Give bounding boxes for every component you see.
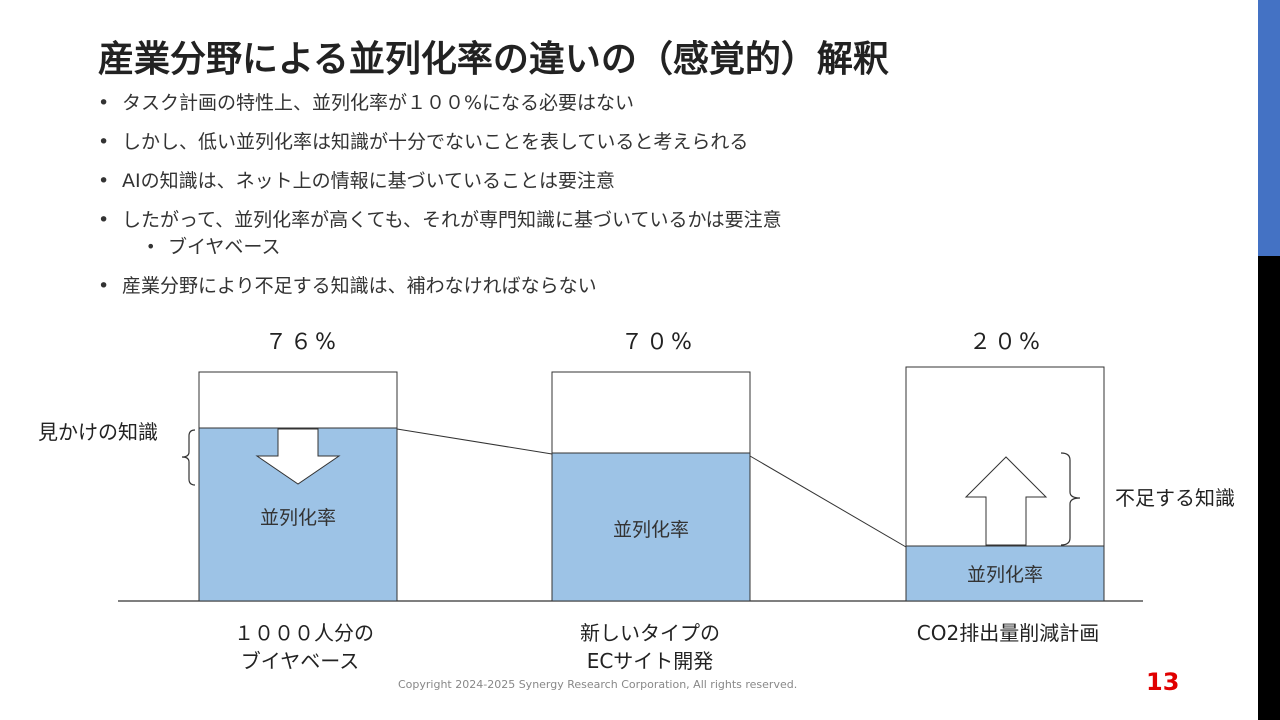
fill-label: 並列化率 [613, 519, 689, 541]
connector-line [396, 428, 553, 455]
bar-fill [551, 452, 751, 602]
bullet-item: しかし、低い並列化率は知識が十分でないことを表していると考えられる [98, 129, 782, 155]
slide-title: 産業分野による並列化率の違いの（感覚的）解釈 [98, 39, 889, 80]
bullet-item: AIの知識は、ネット上の情報に基づいていることは要注意 [98, 168, 782, 194]
category-label: CO2排出量削減計画 [917, 621, 1099, 645]
page-number: 13 [1146, 668, 1180, 696]
category-label: ECサイト開発 [587, 649, 714, 673]
category-label: １０００人分の [234, 621, 374, 645]
right-brace [1060, 452, 1081, 546]
down-arrow-icon [255, 428, 341, 485]
category-label: ブイヤベース [241, 649, 359, 673]
bullet-item: したがって、並列化率が高くても、それが専門知識に基づいているかは要注意 [98, 207, 782, 233]
sub-bullet-item: ブイヤベース [98, 234, 782, 260]
bullet-item: タスク計画の特性上、並列化率が１００%になる必要はない [98, 90, 782, 116]
category-label: 新しいタイプの [580, 621, 720, 645]
bullet-item: 産業分野により不足する知識は、補わなければならない [98, 273, 782, 299]
fill-label: 並列化率 [967, 564, 1043, 586]
bar-fill [905, 545, 1105, 602]
bullet-list: タスク計画の特性上、並列化率が１００%になる必要はない しかし、低い並列化率は知… [98, 90, 782, 312]
copyright-text: Copyright 2024-2025 Synergy Research Cor… [398, 678, 798, 691]
apparent-knowledge-label: 見かけの知識 [38, 420, 158, 444]
missing-knowledge-label: 不足する知識 [1115, 486, 1235, 510]
left-brace [181, 429, 196, 486]
percent-label: ２０% [969, 330, 1043, 355]
side-accent-bar [1258, 0, 1280, 256]
connector-line [749, 455, 907, 548]
percent-label: ７０% [621, 330, 695, 355]
fill-label: 並列化率 [260, 507, 336, 529]
up-arrow-icon [964, 456, 1048, 546]
percent-label: ７６% [265, 330, 339, 355]
